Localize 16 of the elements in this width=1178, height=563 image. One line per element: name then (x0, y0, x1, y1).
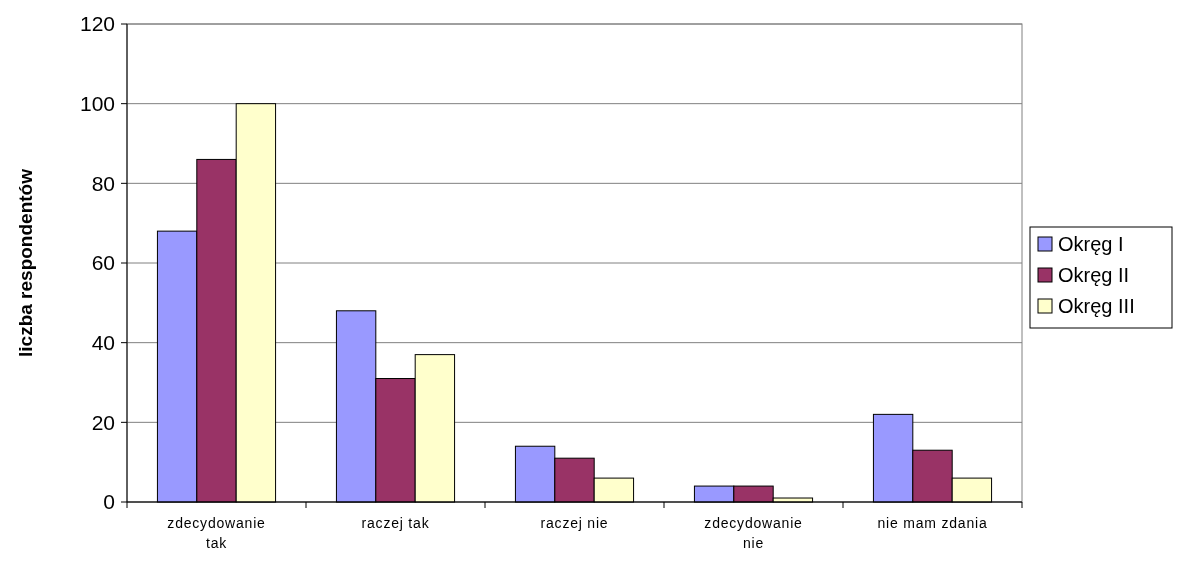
legend-label: Okręg I (1058, 233, 1124, 255)
x-tick-label: raczej tak (361, 515, 430, 531)
legend-label: Okręg III (1058, 295, 1135, 317)
y-tick-label: 40 (91, 331, 115, 355)
y-tick-label: 120 (79, 12, 115, 36)
x-tick-label: zdecydowanie tak (167, 515, 266, 551)
x-tick-label: nie mam zdania (877, 515, 988, 531)
y-tick-label: 80 (91, 171, 115, 195)
y-tick-label: 60 (91, 251, 115, 275)
x-tick-label: raczej nie (540, 515, 609, 531)
y-tick-label: 0 (103, 490, 115, 514)
y-axis-title: liczba respondentów (15, 168, 36, 357)
y-tick-label: 100 (79, 92, 115, 116)
legend-label: Okręg II (1058, 264, 1130, 286)
x-tick-label: zdecydowanie nie (704, 515, 803, 551)
y-tick-label: 20 (91, 410, 115, 434)
